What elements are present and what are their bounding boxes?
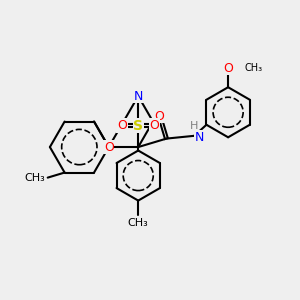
Text: O: O bbox=[223, 61, 233, 75]
Text: CH₃: CH₃ bbox=[24, 172, 45, 183]
Text: S: S bbox=[133, 118, 143, 133]
Text: O: O bbox=[155, 110, 165, 122]
Text: N: N bbox=[195, 131, 204, 144]
Text: N: N bbox=[134, 90, 143, 103]
Text: CH₃: CH₃ bbox=[128, 218, 148, 228]
Text: O: O bbox=[117, 119, 127, 132]
Text: O: O bbox=[149, 119, 159, 132]
Text: H: H bbox=[190, 122, 198, 131]
Text: CH₃: CH₃ bbox=[244, 63, 262, 73]
Text: O: O bbox=[104, 141, 114, 154]
